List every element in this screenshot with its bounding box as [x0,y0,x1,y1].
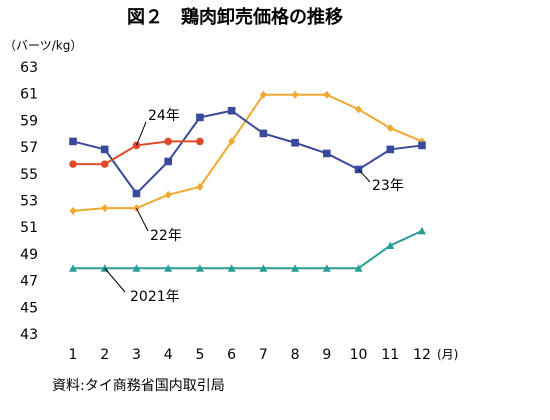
x-tick-label: 4 [164,347,173,363]
point [69,160,77,168]
point [196,182,204,191]
point [323,149,331,158]
y-tick-label: 43 [20,327,38,343]
x-tick-label: 1 [69,347,78,363]
point [100,145,109,154]
x-tick-label: 10 [350,347,368,363]
point [291,264,300,272]
point [418,226,426,235]
point [259,90,267,99]
point [101,204,109,213]
point [196,137,204,146]
point [227,106,236,115]
y-tick-label: 61 [20,87,38,103]
point [69,206,77,215]
x-tick-label: 8 [291,347,300,363]
y-tick-label: 53 [20,194,38,210]
point [418,141,426,150]
leader-line [358,169,371,183]
x-tick-label: 11 [381,347,399,363]
point [100,160,109,168]
point [164,137,172,146]
point [259,129,268,138]
point [69,264,77,272]
chart-title: 図２ 鶏肉卸売価格の推移 [127,6,343,28]
point [195,264,204,272]
point [386,241,395,250]
x-axis-label: (月) [437,348,458,362]
series-line [72,93,423,212]
y-tick-label: 49 [20,247,38,263]
point [196,113,204,122]
point [228,137,236,146]
series-label: 24年 [148,108,180,124]
y-tick-label: 63 [20,60,38,76]
point [323,90,331,99]
series-line [72,109,423,196]
series-label: 23年 [372,178,404,194]
series-line [73,229,423,270]
x-tick-label: 12 [413,347,431,363]
point [386,145,395,154]
point [355,105,363,114]
point [164,264,173,272]
x-tick-label: 2 [100,347,109,363]
point [386,124,394,133]
x-tick-label: 3 [132,347,141,363]
point [132,264,141,272]
source-note: 資料:タイ商務省国内取引局 [52,378,225,394]
y-axis-label: （バーツ/kg） [4,39,82,53]
x-tick-label: 7 [259,347,268,363]
series-label: 2021年 [130,289,180,305]
y-tick-label: 55 [20,167,38,183]
y-tick-label: 45 [20,300,38,316]
point [164,190,172,199]
point [291,138,299,147]
leader-line [136,207,149,232]
x-tick-label: 6 [227,347,236,363]
point [259,264,268,272]
y-tick-label: 57 [20,140,38,156]
y-tick-label: 47 [20,274,38,290]
y-tick-label: 59 [20,113,38,129]
x-tick-label: 9 [322,347,331,363]
point [291,90,299,99]
point [354,264,363,272]
x-tick-label: 5 [195,347,204,363]
leader-line [104,267,126,293]
point [164,157,172,166]
point [322,264,331,272]
leader-line [135,121,147,146]
point [227,264,236,272]
series-label: 22年 [150,228,182,244]
point [132,189,141,198]
point [69,137,77,146]
y-tick-label: 51 [20,220,38,236]
